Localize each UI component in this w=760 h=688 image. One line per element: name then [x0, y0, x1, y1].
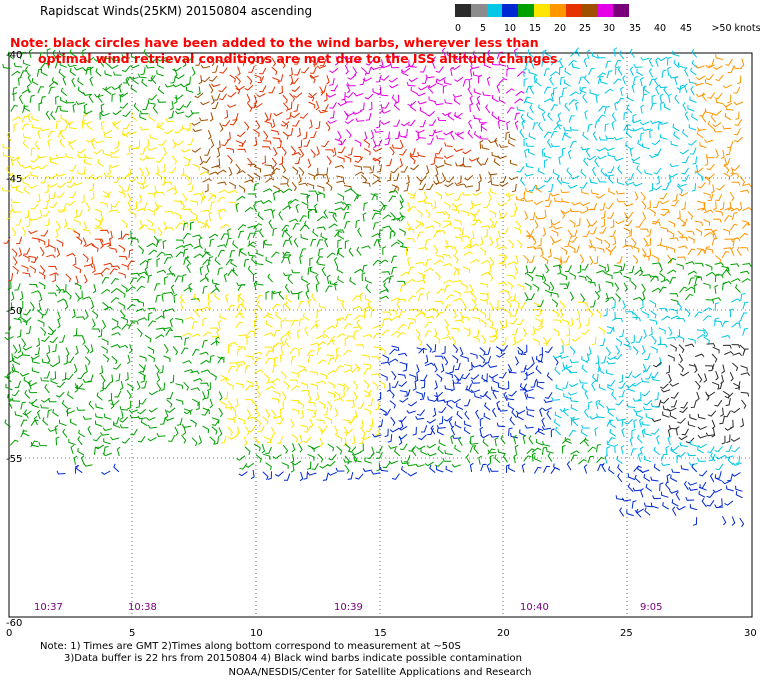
- note-line-1: Note: black circles have been added to t…: [10, 35, 539, 50]
- lon-label-0: 0: [6, 628, 12, 639]
- note-line-2: optimal wind retrieval conditions are me…: [38, 51, 558, 66]
- footer-credit: NOAA/NESDIS/Center for Satellite Applica…: [228, 667, 532, 678]
- lon-label-10: 10: [250, 628, 263, 639]
- legend-label-25: 25: [578, 23, 592, 34]
- legend-label-15: 15: [528, 23, 542, 34]
- lon-label-20: 20: [497, 628, 510, 639]
- legend-label-0: 0: [454, 23, 462, 34]
- time-label-2: 10:38: [128, 602, 157, 613]
- legend-label-5: 5: [479, 23, 487, 34]
- latitude-labels: -40 -45 -50 -55 -60: [6, 50, 22, 629]
- legend-label-50: >50 knots: [711, 23, 760, 34]
- time-labels: 10:37 10:38 10:39 10:40 9:05: [34, 602, 662, 613]
- legend-label-45: 45: [679, 23, 693, 34]
- legend-swatch-9: [597, 4, 613, 17]
- legend-swatch-6: [549, 4, 566, 17]
- legend-label-20: 20: [553, 23, 567, 34]
- lat-label-45: -45: [6, 174, 22, 185]
- time-label-5: 9:05: [640, 602, 662, 613]
- legend-swatch-3: [502, 4, 519, 17]
- legend-swatch-1: [470, 4, 487, 17]
- legend-label-10: 10: [503, 23, 517, 34]
- legend-swatch-10: [613, 4, 629, 17]
- lat-label-60: -60: [6, 618, 22, 629]
- legend-label-35: 35: [628, 23, 642, 34]
- time-label-4: 10:40: [520, 602, 549, 613]
- longitude-labels: 0 5 10 15 20 25 30: [6, 628, 757, 639]
- footer-note-1: Note: 1) Times are GMT 2)Times along bot…: [40, 641, 461, 652]
- legend-swatch-7: [565, 4, 582, 17]
- legend-label-40: 40: [653, 23, 667, 34]
- legend-swatch-0: [455, 4, 471, 17]
- footer-note-2: 3)Data buffer is 22 hrs from 20150804 4)…: [64, 653, 522, 664]
- legend-swatch-5: [534, 4, 550, 17]
- time-label-3: 10:39: [334, 602, 363, 613]
- lat-label-40: -40: [6, 50, 22, 61]
- lon-label-25: 25: [620, 628, 633, 639]
- map-frame: [8, 52, 753, 618]
- lon-label-5: 5: [129, 628, 135, 639]
- lat-label-55: -55: [6, 454, 22, 465]
- chart-title: Rapidscat Winds(25KM) 20150804 ascending: [40, 4, 313, 18]
- wind-barbs: [1, 47, 752, 528]
- lon-label-15: 15: [374, 628, 387, 639]
- legend-swatch-2: [486, 4, 503, 17]
- legend-swatch-4: [518, 4, 534, 17]
- time-label-1: 10:37: [34, 602, 63, 613]
- legend-label-30: 30: [602, 23, 616, 34]
- lon-label-30: 30: [744, 628, 757, 639]
- lat-label-50: -50: [6, 306, 22, 317]
- legend-swatch-8: [581, 4, 598, 17]
